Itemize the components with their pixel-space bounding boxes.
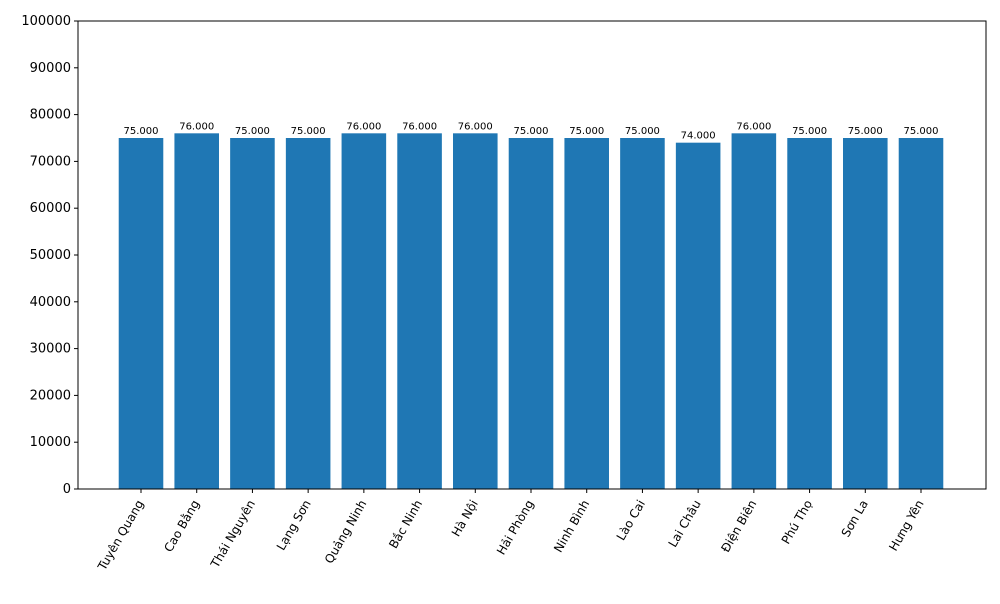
y-tick-label: 0 [63, 482, 71, 497]
y-tick-label: 80000 [30, 108, 71, 123]
x-axis: Tuyên Quang Cao Bằng Thái Nguyên Lạng Sơn Qu… [95, 489, 927, 573]
bar-value-label: 75.000 [291, 126, 326, 137]
bar [118, 138, 164, 489]
bar-value-label: 75.000 [904, 126, 939, 137]
bar [564, 138, 609, 489]
y-tick-label: 70000 [30, 154, 71, 169]
bar-value-label: 75.000 [848, 126, 883, 137]
x-tick-label: Cao Bằng [161, 498, 202, 555]
x-tick-label: Bắc Ninh [386, 498, 425, 551]
bar-value-label: 75.000 [625, 126, 660, 137]
bar [675, 142, 721, 489]
bar-value-label: 76.000 [736, 121, 771, 132]
bar [397, 133, 442, 489]
bar [453, 133, 498, 489]
x-tick-label: Lạng Sơn [274, 498, 314, 553]
bar-value-label: 75.000 [124, 126, 159, 137]
bar [230, 138, 275, 489]
y-tick-label: 100000 [21, 14, 71, 29]
value-labels-layer: 75.000 76.000 75.000 75.000 76.000 76.000 76.0… [124, 121, 939, 141]
x-tick-label: Hà Nội [449, 498, 481, 540]
bar [341, 133, 387, 489]
x-tick-label: Hải Phòng [494, 498, 537, 558]
bar [620, 138, 665, 489]
bar-value-label: 76.000 [346, 121, 381, 132]
bar-value-label: 74.000 [681, 131, 716, 142]
x-tick-label: Lào Cai [614, 498, 648, 543]
x-tick-label: Sơn La [839, 498, 871, 540]
y-tick-label: 20000 [30, 388, 71, 403]
x-tick-label: Phú Thọ [779, 498, 815, 547]
y-tick-label: 60000 [30, 201, 71, 216]
bar-value-label: 75.000 [792, 126, 827, 137]
bar [787, 138, 832, 489]
x-tick-label: Lai Châu [666, 498, 704, 550]
bar [843, 138, 888, 489]
bar-value-label: 75.000 [569, 126, 604, 137]
x-tick-label: Quảng Ninh [322, 498, 370, 566]
x-tick-label: Hưng Yên [886, 498, 926, 554]
y-axis: 0 10000 20000 30000 40000 50000 60000 70000 8000… [21, 14, 78, 497]
x-tick-label: Tuyên Quang [95, 498, 147, 574]
bar [731, 133, 777, 489]
bar-value-label: 76.000 [179, 121, 214, 132]
bar-value-label: 75.000 [235, 126, 270, 137]
bar-value-label: 76.000 [458, 121, 493, 132]
bar [174, 133, 219, 489]
x-tick-label: Thái Nguyên [208, 498, 258, 571]
y-tick-label: 40000 [30, 295, 71, 310]
bar [285, 138, 331, 489]
y-tick-label: 90000 [30, 61, 71, 76]
bar-value-label: 76.000 [402, 121, 437, 132]
bar [898, 138, 944, 489]
bar [508, 138, 554, 489]
bars-layer [118, 133, 944, 489]
x-tick-label: Ninh Bình [551, 498, 592, 555]
y-tick-label: 30000 [30, 342, 71, 357]
y-tick-label: 50000 [30, 248, 71, 263]
bar-value-label: 75.000 [514, 126, 549, 137]
x-tick-label: Điện Biên [718, 498, 759, 555]
y-tick-label: 10000 [30, 435, 71, 450]
